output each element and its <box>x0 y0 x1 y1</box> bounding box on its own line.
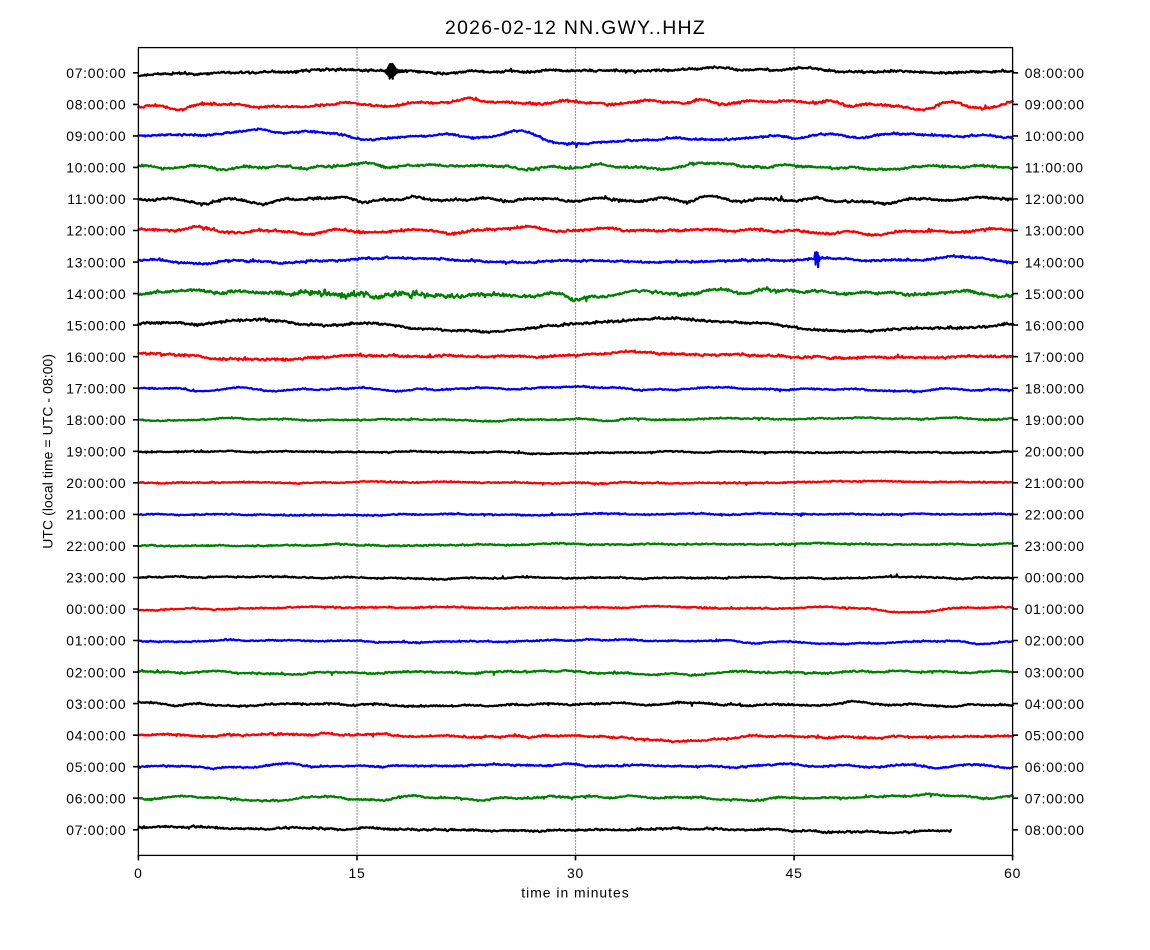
svg-text:0: 0 <box>134 865 142 881</box>
svg-text:01:00:00: 01:00:00 <box>1025 601 1085 617</box>
svg-text:15:00:00: 15:00:00 <box>66 317 126 333</box>
svg-text:18:00:00: 18:00:00 <box>66 412 126 428</box>
svg-text:15: 15 <box>349 865 366 881</box>
svg-text:11:00:00: 11:00:00 <box>1025 160 1084 176</box>
svg-text:17:00:00: 17:00:00 <box>66 380 126 396</box>
svg-text:11:00:00: 11:00:00 <box>67 191 126 207</box>
svg-text:2026-02-12 NN.GWY..HHZ: 2026-02-12 NN.GWY..HHZ <box>445 17 706 39</box>
svg-text:07:00:00: 07:00:00 <box>1025 790 1085 806</box>
svg-text:23:00:00: 23:00:00 <box>66 570 126 586</box>
svg-text:05:00:00: 05:00:00 <box>1025 727 1085 743</box>
svg-text:19:00:00: 19:00:00 <box>66 444 126 460</box>
svg-text:21:00:00: 21:00:00 <box>66 507 126 523</box>
svg-text:14:00:00: 14:00:00 <box>66 286 126 302</box>
svg-text:04:00:00: 04:00:00 <box>66 727 126 743</box>
svg-text:60: 60 <box>1004 865 1021 881</box>
svg-text:02:00:00: 02:00:00 <box>66 664 126 680</box>
svg-text:UTC (local time = UTC - 08:00): UTC (local time = UTC - 08:00) <box>40 354 56 549</box>
svg-text:21:00:00: 21:00:00 <box>1025 475 1085 491</box>
svg-text:45: 45 <box>786 865 803 881</box>
svg-text:00:00:00: 00:00:00 <box>1025 570 1085 586</box>
svg-text:00:00:00: 00:00:00 <box>66 601 126 617</box>
svg-text:13:00:00: 13:00:00 <box>66 254 126 270</box>
svg-text:01:00:00: 01:00:00 <box>66 633 126 649</box>
svg-text:12:00:00: 12:00:00 <box>66 223 126 239</box>
svg-text:18:00:00: 18:00:00 <box>1025 380 1085 396</box>
svg-text:22:00:00: 22:00:00 <box>1025 507 1085 523</box>
svg-text:time in minutes: time in minutes <box>521 885 629 901</box>
svg-text:02:00:00: 02:00:00 <box>1025 633 1085 649</box>
svg-text:30: 30 <box>567 865 584 881</box>
svg-text:23:00:00: 23:00:00 <box>1025 538 1085 554</box>
svg-text:20:00:00: 20:00:00 <box>66 475 126 491</box>
svg-text:04:00:00: 04:00:00 <box>1025 696 1085 712</box>
svg-text:08:00:00: 08:00:00 <box>1025 822 1085 838</box>
svg-text:08:00:00: 08:00:00 <box>1025 65 1085 81</box>
svg-text:03:00:00: 03:00:00 <box>1025 664 1085 680</box>
svg-text:05:00:00: 05:00:00 <box>66 759 126 775</box>
svg-text:14:00:00: 14:00:00 <box>1025 254 1085 270</box>
svg-text:16:00:00: 16:00:00 <box>1025 317 1085 333</box>
svg-text:12:00:00: 12:00:00 <box>1025 191 1085 207</box>
svg-text:15:00:00: 15:00:00 <box>1025 286 1085 302</box>
svg-text:10:00:00: 10:00:00 <box>66 160 126 176</box>
svg-text:16:00:00: 16:00:00 <box>66 349 126 365</box>
svg-text:19:00:00: 19:00:00 <box>1025 412 1085 428</box>
svg-text:08:00:00: 08:00:00 <box>66 97 126 113</box>
svg-text:20:00:00: 20:00:00 <box>1025 444 1085 460</box>
svg-text:07:00:00: 07:00:00 <box>66 65 126 81</box>
svg-text:07:00:00: 07:00:00 <box>66 822 126 838</box>
svg-text:17:00:00: 17:00:00 <box>1025 349 1085 365</box>
svg-text:06:00:00: 06:00:00 <box>1025 759 1085 775</box>
svg-text:22:00:00: 22:00:00 <box>66 538 126 554</box>
svg-text:06:00:00: 06:00:00 <box>66 790 126 806</box>
svg-text:09:00:00: 09:00:00 <box>1025 97 1085 113</box>
svg-text:03:00:00: 03:00:00 <box>66 696 126 712</box>
svg-text:09:00:00: 09:00:00 <box>66 128 126 144</box>
svg-text:10:00:00: 10:00:00 <box>1025 128 1085 144</box>
svg-text:13:00:00: 13:00:00 <box>1025 223 1085 239</box>
